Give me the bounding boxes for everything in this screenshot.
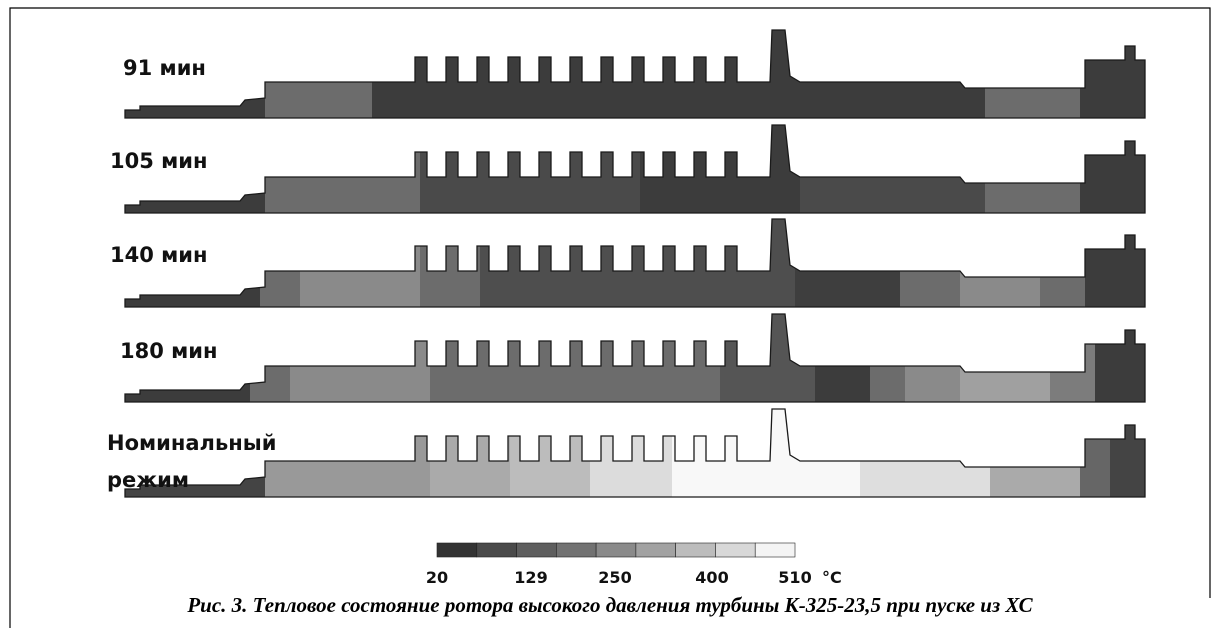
row-label: 105 мин xyxy=(110,149,208,173)
colorbar-swatch xyxy=(635,542,676,558)
colorbar-tick-label: 129 xyxy=(514,568,547,587)
colorbar-swatch xyxy=(436,542,478,558)
colorbar-tick-label: 400 xyxy=(695,568,728,587)
colorbar: 20 129 250 400 510 °C xyxy=(426,542,842,587)
rotor-outline xyxy=(124,408,1146,498)
caption: Рис. 3. Тепловое состояние ротора высоко… xyxy=(186,593,1033,617)
figure-frame xyxy=(9,7,1211,628)
rotor-outline xyxy=(124,124,1146,214)
row-label: Номинальный xyxy=(107,431,276,455)
colorbar-swatch xyxy=(476,542,517,558)
colorbar-tick-label: 510 xyxy=(778,568,811,587)
rotor-outline xyxy=(124,313,1146,403)
colorbar-swatch xyxy=(556,542,597,558)
row-label: 180 мин xyxy=(120,339,218,363)
colorbar-swatch xyxy=(595,542,637,558)
colorbar-tick-label: 250 xyxy=(598,568,631,587)
colorbar-swatch xyxy=(754,542,796,558)
row-label: режим xyxy=(107,468,189,492)
colorbar-swatch xyxy=(675,542,716,558)
row-label: 91 мин xyxy=(123,56,206,80)
rotor-outline xyxy=(124,29,1146,119)
colorbar-unit: °C xyxy=(822,568,842,587)
row-label: 140 мин xyxy=(110,243,208,267)
rotor-outline xyxy=(124,218,1146,308)
colorbar-swatch xyxy=(516,542,557,558)
colorbar-tick-label: 20 xyxy=(426,568,448,587)
colorbar-swatch xyxy=(715,542,756,558)
